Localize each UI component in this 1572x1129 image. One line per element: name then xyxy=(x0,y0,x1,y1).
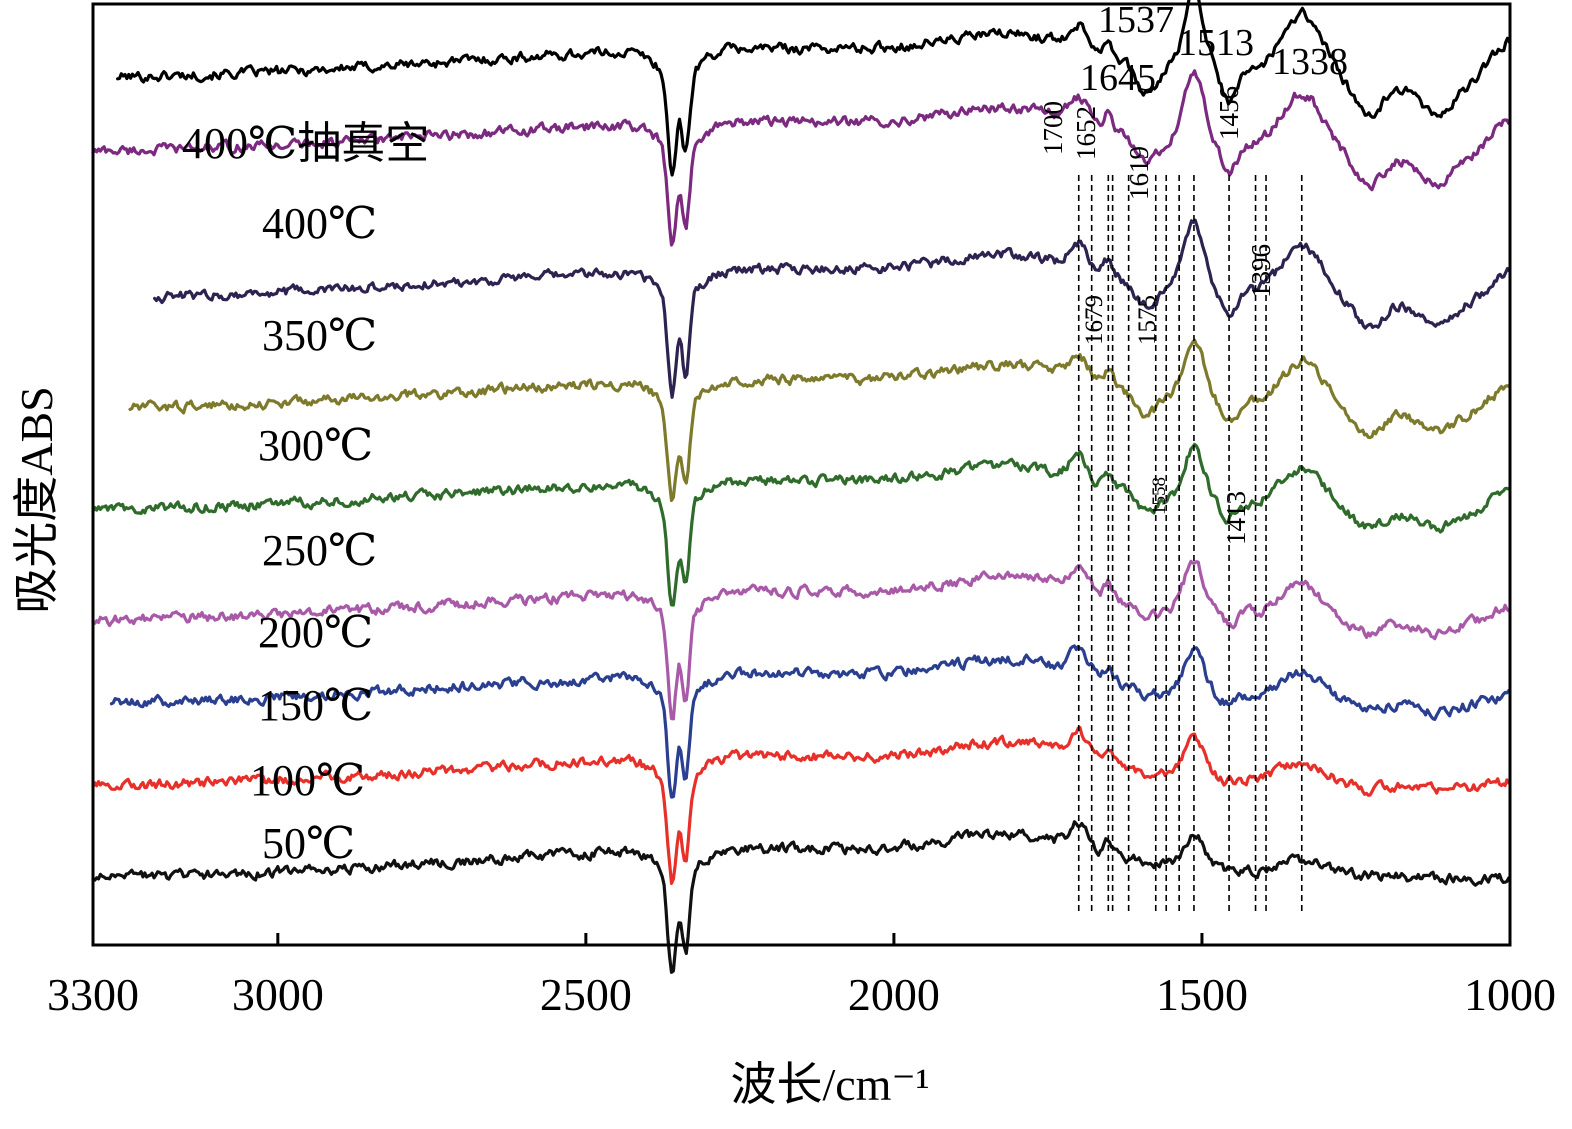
peak-label-1700: 1700 xyxy=(1038,101,1068,155)
x-tick-label-2000: 2000 xyxy=(848,969,940,1020)
series-label-8: 50℃ xyxy=(262,819,355,868)
peak-label-1652: 1652 xyxy=(1071,106,1101,160)
x-tick-label-3000: 3000 xyxy=(232,969,324,1020)
plot-frame xyxy=(91,2,1512,947)
x-axis: 3300 3000 2500 2000 1500 1000 xyxy=(47,933,1556,1020)
series-line-5 xyxy=(91,559,1511,721)
series-line-6 xyxy=(109,644,1511,799)
series-label-7: 100℃ xyxy=(250,756,365,805)
x-tick-label-3300: 3300 xyxy=(47,969,139,1020)
peak-label-1679: 1679 xyxy=(1081,295,1108,345)
peak-label-1513: 1513 xyxy=(1178,22,1254,64)
x-axis-title: 波长/cm⁻¹ xyxy=(730,1059,929,1110)
series-label-3: 300℃ xyxy=(258,421,373,470)
series-label-5: 200℃ xyxy=(258,608,373,657)
peak-label-1537: 1537 xyxy=(1098,0,1174,41)
series-line-4 xyxy=(91,442,1511,607)
peak-labels: 1537 1645 1513 1338 1700 1652 1619 1456 1679 1575… xyxy=(1038,0,1348,545)
plot-area xyxy=(91,0,1511,974)
x-tick-label-1000: 1000 xyxy=(1464,969,1556,1020)
series-line-1 xyxy=(91,69,1511,247)
y-axis-title: 吸光度ABS xyxy=(11,386,62,613)
series-label-2: 350℃ xyxy=(262,311,377,360)
x-tick-label-2500: 2500 xyxy=(540,969,632,1020)
peak-label-1575: 1575 xyxy=(1134,295,1161,345)
series-line-2 xyxy=(153,218,1511,399)
peak-label-1338: 1338 xyxy=(1272,41,1348,83)
peak-label-1413: 1413 xyxy=(1221,491,1251,545)
series-label-4: 250℃ xyxy=(262,526,377,575)
series-line-7 xyxy=(91,726,1511,885)
peak-label-1396: 1396 xyxy=(1246,244,1276,298)
series-labels: 400℃抽真空 400℃ 350℃ 300℃ 250℃ 200℃ 150℃ 100℃ 50℃ xyxy=(182,119,429,868)
peak-label-1645: 1645 xyxy=(1080,57,1156,99)
peak-label-1558: 1558 xyxy=(1149,477,1170,515)
series-line-0 xyxy=(116,0,1511,177)
peak-label-1619: 1619 xyxy=(1124,146,1154,200)
series-line-8 xyxy=(91,820,1511,974)
series-line-3 xyxy=(128,338,1511,503)
series-label-1: 400℃ xyxy=(262,199,377,248)
peak-label-1456: 1456 xyxy=(1214,86,1244,140)
x-tick-label-1500: 1500 xyxy=(1156,969,1248,1020)
series-label-6: 150℃ xyxy=(258,681,373,730)
series-label-0: 400℃抽真空 xyxy=(182,119,429,168)
